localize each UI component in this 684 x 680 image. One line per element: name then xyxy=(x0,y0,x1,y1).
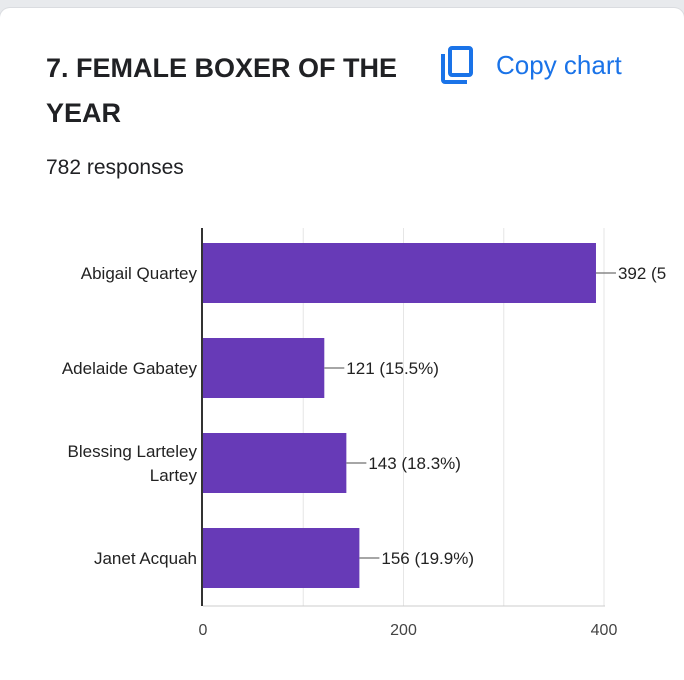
copy-icon xyxy=(440,46,474,84)
category-label: Abigail Quartey xyxy=(81,264,198,283)
x-tick-label: 400 xyxy=(591,622,618,639)
data-label: 143 (18.3%) xyxy=(368,454,461,473)
copy-chart-label: Copy chart xyxy=(496,49,622,80)
copy-chart-button[interactable]: Copy chart xyxy=(440,46,622,84)
data-label: 156 (19.9%) xyxy=(381,549,474,568)
bar xyxy=(203,433,347,493)
bar xyxy=(203,243,596,303)
question-title: 7. FEMALE BOXER OF THE YEAR xyxy=(46,53,398,128)
category-label: Blessing Larteley Lartey xyxy=(68,442,198,485)
x-tick-label: 0 xyxy=(199,622,208,639)
category-label: Janet Acquah xyxy=(94,549,197,568)
response-count: 782 responses xyxy=(46,156,184,179)
x-tick-label: 200 xyxy=(390,622,417,639)
data-label: 392 (5 xyxy=(618,264,666,283)
category-label: Adelaide Gabatey xyxy=(62,359,198,378)
data-label: 121 (15.5%) xyxy=(346,359,439,378)
bar xyxy=(203,338,325,398)
bar xyxy=(203,528,360,588)
